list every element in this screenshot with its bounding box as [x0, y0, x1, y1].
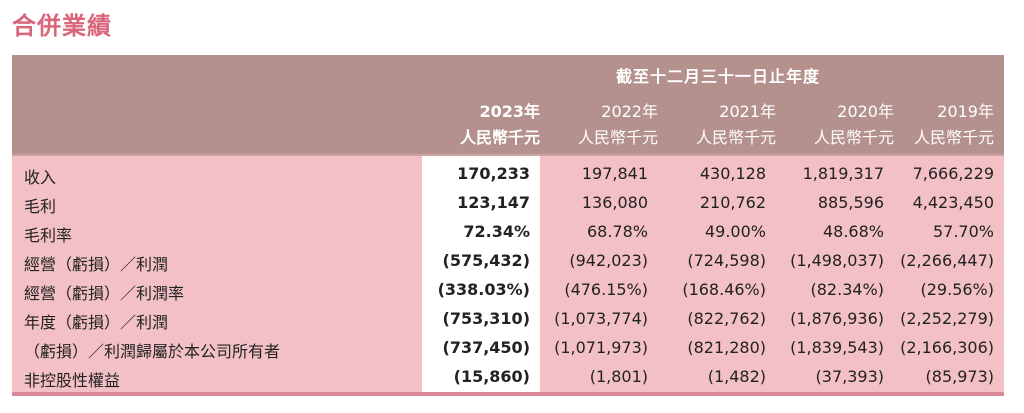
year-label: 2019年: [937, 102, 994, 121]
value-2019: (2,252,279): [900, 309, 994, 328]
value-2020: (37,393): [815, 367, 884, 386]
value-2022: (1,801): [589, 367, 648, 386]
value-2019: (2,166,306): [900, 338, 994, 357]
row-label: 年度（虧損）／利潤: [24, 313, 169, 332]
table-bottom-rule: [12, 392, 1004, 396]
value-2021: 49.00%: [704, 222, 766, 241]
financial-table: 截至十二月三十一日止年度 2023年 人民幣千元 2022年 人民幣千元 202…: [12, 55, 1004, 396]
unit-label: 人民幣千元: [695, 128, 776, 147]
value-2023: (753,310): [442, 309, 531, 328]
column-header-2021: 2021年 人民幣千元: [658, 99, 776, 151]
current-year-highlight: [422, 156, 540, 394]
value-2021: (168.46%): [682, 280, 766, 299]
value-2022: (1,071,973): [554, 338, 648, 357]
value-2020: (82.34%): [810, 280, 885, 299]
value-2019: 57.70%: [932, 222, 994, 241]
table-body: 收入 170,233 197,841 430,128 1,819,317 7,6…: [12, 154, 1004, 394]
value-2022: 68.78%: [586, 222, 648, 241]
row-label: 收入: [24, 168, 57, 187]
period-header: 截至十二月三十一日止年度: [615, 67, 820, 86]
row-label: 經營（虧損）／利潤: [24, 255, 169, 274]
table-row-gross-margin: 毛利率 72.34% 68.78% 49.00% 48.68% 57.70%: [12, 218, 1004, 247]
value-2021: (1,482): [707, 367, 766, 386]
table-row-non-controlling-interests: 非控股性權益 (15,860) (1,801) (1,482) (37,393)…: [12, 363, 1004, 392]
row-label: 經營（虧損）／利潤率: [24, 284, 185, 303]
value-2023: (737,450): [442, 338, 531, 357]
year-label: 2022年: [601, 102, 658, 121]
table-row-operating-margin: 經營（虧損）／利潤率 (338.03%) (476.15%) (168.46%)…: [12, 276, 1004, 305]
page-title: 合併業績: [12, 12, 112, 40]
value-2020: 48.68%: [822, 222, 884, 241]
table-row-attributable-to-owners: （虧損）／利潤歸屬於本公司所有者 (737,450) (1,071,973) (…: [12, 334, 1004, 363]
value-2019: (2,266,447): [900, 251, 994, 270]
value-2020: 885,596: [817, 193, 884, 212]
value-2023: (15,860): [453, 367, 530, 386]
value-2022: (1,073,774): [554, 309, 648, 328]
value-2019: 4,423,450: [912, 193, 994, 212]
unit-label: 人民幣千元: [913, 128, 994, 147]
row-label: （虧損）／利潤歸屬於本公司所有者: [24, 342, 281, 361]
unit-label: 人民幣千元: [577, 128, 658, 147]
table-row-revenue: 收入 170,233 197,841 430,128 1,819,317 7,6…: [12, 160, 1004, 189]
value-2023: (575,432): [442, 251, 531, 270]
row-label: 毛利: [24, 197, 57, 216]
value-2019: (85,973): [925, 367, 994, 386]
value-2019: (29.56%): [920, 280, 995, 299]
value-2022: 197,841: [581, 164, 648, 183]
value-2020: (1,839,543): [790, 338, 884, 357]
value-2022: 136,080: [581, 193, 648, 212]
year-label: 2020年: [837, 102, 894, 121]
value-2023: (338.03%): [437, 280, 530, 299]
value-2021: 210,762: [699, 193, 766, 212]
value-2021: (821,280): [687, 338, 766, 357]
value-2020: (1,876,936): [790, 309, 884, 328]
column-header-2023: 2023年 人民幣千元: [422, 99, 540, 151]
unit-label: 人民幣千元: [813, 128, 894, 147]
column-header-2022: 2022年 人民幣千元: [540, 99, 658, 151]
table-header: 截至十二月三十一日止年度 2023年 人民幣千元 2022年 人民幣千元 202…: [12, 55, 1004, 154]
value-2020: (1,498,037): [790, 251, 884, 270]
value-2021: 430,128: [699, 164, 766, 183]
table-row-operating-result: 經營（虧損）／利潤 (575,432) (942,023) (724,598) …: [12, 247, 1004, 276]
value-2019: 7,666,229: [912, 164, 994, 183]
value-2020: 1,819,317: [802, 164, 884, 183]
row-label: 毛利率: [24, 226, 73, 245]
table-row-gross-profit: 毛利 123,147 136,080 210,762 885,596 4,423…: [12, 189, 1004, 218]
value-2023: 123,147: [457, 193, 530, 212]
year-label: 2023年: [479, 102, 540, 121]
value-2021: (724,598): [687, 251, 766, 270]
table-row-annual-result: 年度（虧損）／利潤 (753,310) (1,073,774) (822,762…: [12, 305, 1004, 334]
unit-label: 人民幣千元: [459, 128, 540, 147]
column-header-2019: 2019年 人民幣千元: [894, 99, 994, 151]
value-2021: (822,762): [687, 309, 766, 328]
value-2022: (942,023): [569, 251, 648, 270]
column-header-2020: 2020年 人民幣千元: [776, 99, 894, 151]
value-2022: (476.15%): [564, 280, 648, 299]
value-2023: 170,233: [457, 164, 530, 183]
value-2023: 72.34%: [463, 222, 530, 241]
row-label: 非控股性權益: [24, 371, 121, 390]
year-label: 2021年: [719, 102, 776, 121]
